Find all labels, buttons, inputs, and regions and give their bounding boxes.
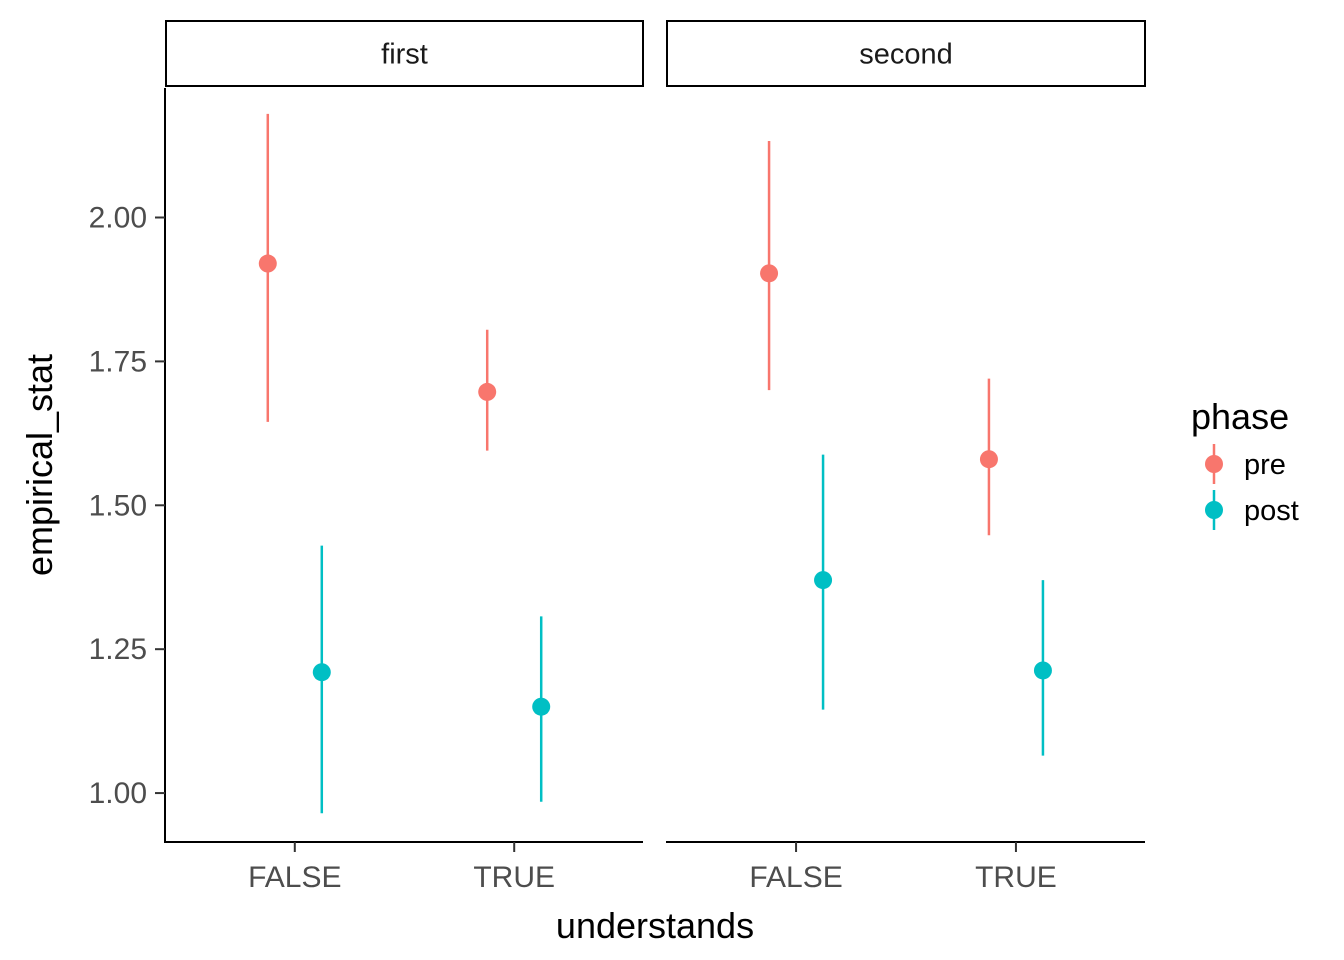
x-axis-title: understands <box>556 905 754 946</box>
y-tick-label: 1.00 <box>89 777 147 810</box>
data-point <box>979 450 998 469</box>
strip-box <box>666 20 1146 87</box>
x-tick-label: TRUE <box>975 861 1057 894</box>
data-point <box>760 264 779 283</box>
facet-panel-first: first FALSE TRUE <box>165 20 644 894</box>
x-tick-label: FALSE <box>749 861 842 894</box>
x-tick-label: TRUE <box>473 861 555 894</box>
y-tick-label: 1.75 <box>89 345 147 378</box>
facet-panels: first FALSE TRUE second FALSE TRUE <box>165 20 1146 894</box>
data-point <box>814 571 833 590</box>
legend-label: post <box>1244 495 1299 527</box>
y-tick-label: 1.25 <box>89 633 147 666</box>
legend-key-point <box>1205 455 1223 473</box>
legend-label: pre <box>1244 449 1286 481</box>
data-point <box>258 254 277 273</box>
x-tick-label: FALSE <box>248 861 341 894</box>
legend-title: phase <box>1191 396 1289 437</box>
y-tick-label: 2.00 <box>89 202 147 235</box>
y-axis-title: empirical_stat <box>19 354 60 576</box>
legend-item-pre: pre <box>1205 444 1286 484</box>
y-axis: 1.00 1.25 1.50 1.75 2.00 <box>89 88 166 843</box>
strip-label: first <box>381 39 428 71</box>
strip-label: second <box>859 39 953 71</box>
data-point <box>312 663 331 682</box>
data-point <box>478 382 497 401</box>
data-point <box>1033 661 1052 680</box>
data-point <box>532 697 551 716</box>
legend: phase pre post <box>1191 396 1299 530</box>
y-tick-label: 1.50 <box>89 489 147 522</box>
legend-key-point <box>1205 501 1223 519</box>
strip-box <box>165 20 644 87</box>
legend-item-post: post <box>1205 490 1299 530</box>
facet-panel-second: second FALSE TRUE <box>666 20 1146 894</box>
